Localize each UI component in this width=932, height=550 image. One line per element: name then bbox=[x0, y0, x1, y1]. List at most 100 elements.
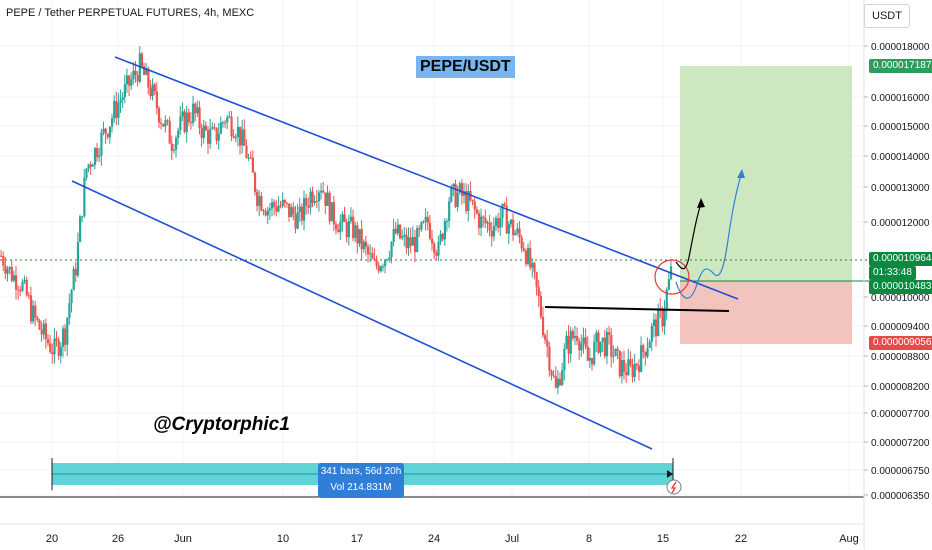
candle-body bbox=[445, 220, 449, 222]
candle-body bbox=[19, 290, 22, 292]
candle-body bbox=[322, 190, 325, 193]
candle-body bbox=[241, 129, 244, 146]
candle-body bbox=[492, 226, 496, 237]
candle-body bbox=[324, 192, 327, 206]
candle-body bbox=[281, 199, 284, 206]
candle-body bbox=[356, 225, 359, 244]
candle-body bbox=[667, 278, 670, 290]
candle-body bbox=[471, 199, 474, 202]
entry-price-tag: 0.000010483 bbox=[869, 280, 932, 294]
candle-body bbox=[544, 335, 547, 341]
candle-body bbox=[618, 350, 621, 377]
time-tick-label: 26 bbox=[112, 533, 124, 545]
symbol-header: PEPE / Tether PERPETUAL FUTURES, 4h, MEX… bbox=[6, 7, 255, 19]
candle-body bbox=[341, 214, 344, 222]
candle-body bbox=[620, 360, 624, 377]
candle-body bbox=[522, 248, 525, 251]
candle-body bbox=[76, 241, 80, 276]
candle-body bbox=[390, 241, 393, 258]
candle-body bbox=[627, 359, 630, 376]
candle-body bbox=[183, 111, 186, 132]
candle-body bbox=[332, 202, 336, 225]
candle-body bbox=[187, 112, 190, 123]
candle-body bbox=[83, 177, 86, 217]
candle-body bbox=[211, 127, 214, 129]
candle-body bbox=[507, 224, 510, 234]
candle-body bbox=[345, 222, 348, 238]
candle-body bbox=[537, 287, 540, 296]
candle-body bbox=[460, 183, 464, 196]
candle-body bbox=[426, 216, 429, 223]
candle-body bbox=[394, 228, 397, 234]
price-tick-label: 0.000018000 bbox=[871, 42, 930, 53]
price-tick-label: 0.000014000 bbox=[871, 152, 930, 163]
channel-upper-line bbox=[114, 56, 739, 300]
candle-body bbox=[364, 241, 368, 247]
candle-body bbox=[162, 123, 165, 127]
candle-body bbox=[53, 338, 56, 355]
candle-body bbox=[108, 126, 112, 138]
candle-body bbox=[232, 136, 235, 138]
candle-body bbox=[665, 289, 668, 311]
candle-body bbox=[431, 238, 434, 244]
candle-body bbox=[441, 233, 444, 240]
candle-body bbox=[512, 219, 515, 236]
time-tick-label: 8 bbox=[586, 533, 592, 545]
candle-body bbox=[586, 346, 589, 361]
candle-body bbox=[113, 101, 116, 119]
candle-body bbox=[367, 246, 370, 255]
candle-body bbox=[239, 126, 242, 146]
candle-body bbox=[85, 168, 88, 178]
candle-body bbox=[407, 237, 410, 249]
time-tick-label: Aug bbox=[839, 533, 859, 545]
candle-body bbox=[392, 228, 395, 242]
candle-body bbox=[358, 229, 361, 244]
time-tick-label: 15 bbox=[657, 533, 669, 545]
candle-body bbox=[93, 148, 97, 165]
candle-body bbox=[463, 191, 466, 196]
candle-body bbox=[633, 363, 636, 378]
candle-body bbox=[409, 237, 412, 246]
target-zone bbox=[680, 66, 852, 281]
candle-body bbox=[12, 275, 16, 281]
currency-selector[interactable]: USDT bbox=[864, 4, 910, 28]
stop-price-tag: 0.000009056 bbox=[869, 336, 932, 350]
candle-body bbox=[554, 376, 557, 388]
price-tick-label: 0.000012000 bbox=[871, 218, 930, 229]
candle-body bbox=[209, 128, 212, 144]
candle-body bbox=[381, 266, 385, 268]
candle-body bbox=[10, 266, 13, 281]
candle-body bbox=[520, 237, 523, 249]
candle-body bbox=[452, 183, 455, 187]
candle-body bbox=[160, 122, 163, 124]
candle-body bbox=[386, 259, 389, 261]
candle-body bbox=[640, 345, 643, 372]
candle-body bbox=[424, 216, 427, 222]
candle-body bbox=[313, 200, 316, 203]
price-tick-label: 0.000010000 bbox=[871, 293, 930, 304]
candle-body bbox=[36, 317, 39, 320]
candle-body bbox=[501, 203, 504, 218]
candle-body bbox=[652, 319, 656, 327]
candle-body bbox=[550, 370, 553, 376]
time-tick-label: 10 bbox=[277, 533, 289, 545]
candle-body bbox=[121, 97, 124, 100]
candle-body bbox=[292, 207, 295, 215]
time-tick-label: Jun bbox=[174, 533, 192, 545]
candle-body bbox=[330, 202, 333, 222]
candle-body bbox=[484, 217, 487, 224]
candle-body bbox=[593, 341, 596, 365]
candle-body bbox=[271, 202, 274, 209]
candle-body bbox=[285, 202, 289, 204]
candle-body bbox=[635, 363, 638, 366]
candle-body bbox=[70, 290, 73, 304]
candle-body bbox=[539, 295, 542, 317]
candle-body bbox=[546, 340, 549, 347]
candle-body bbox=[219, 122, 222, 134]
candle-body bbox=[552, 375, 555, 377]
candle-body bbox=[582, 337, 585, 344]
candle-body bbox=[253, 172, 257, 192]
candle-body bbox=[490, 230, 493, 237]
candle-body bbox=[21, 281, 24, 291]
